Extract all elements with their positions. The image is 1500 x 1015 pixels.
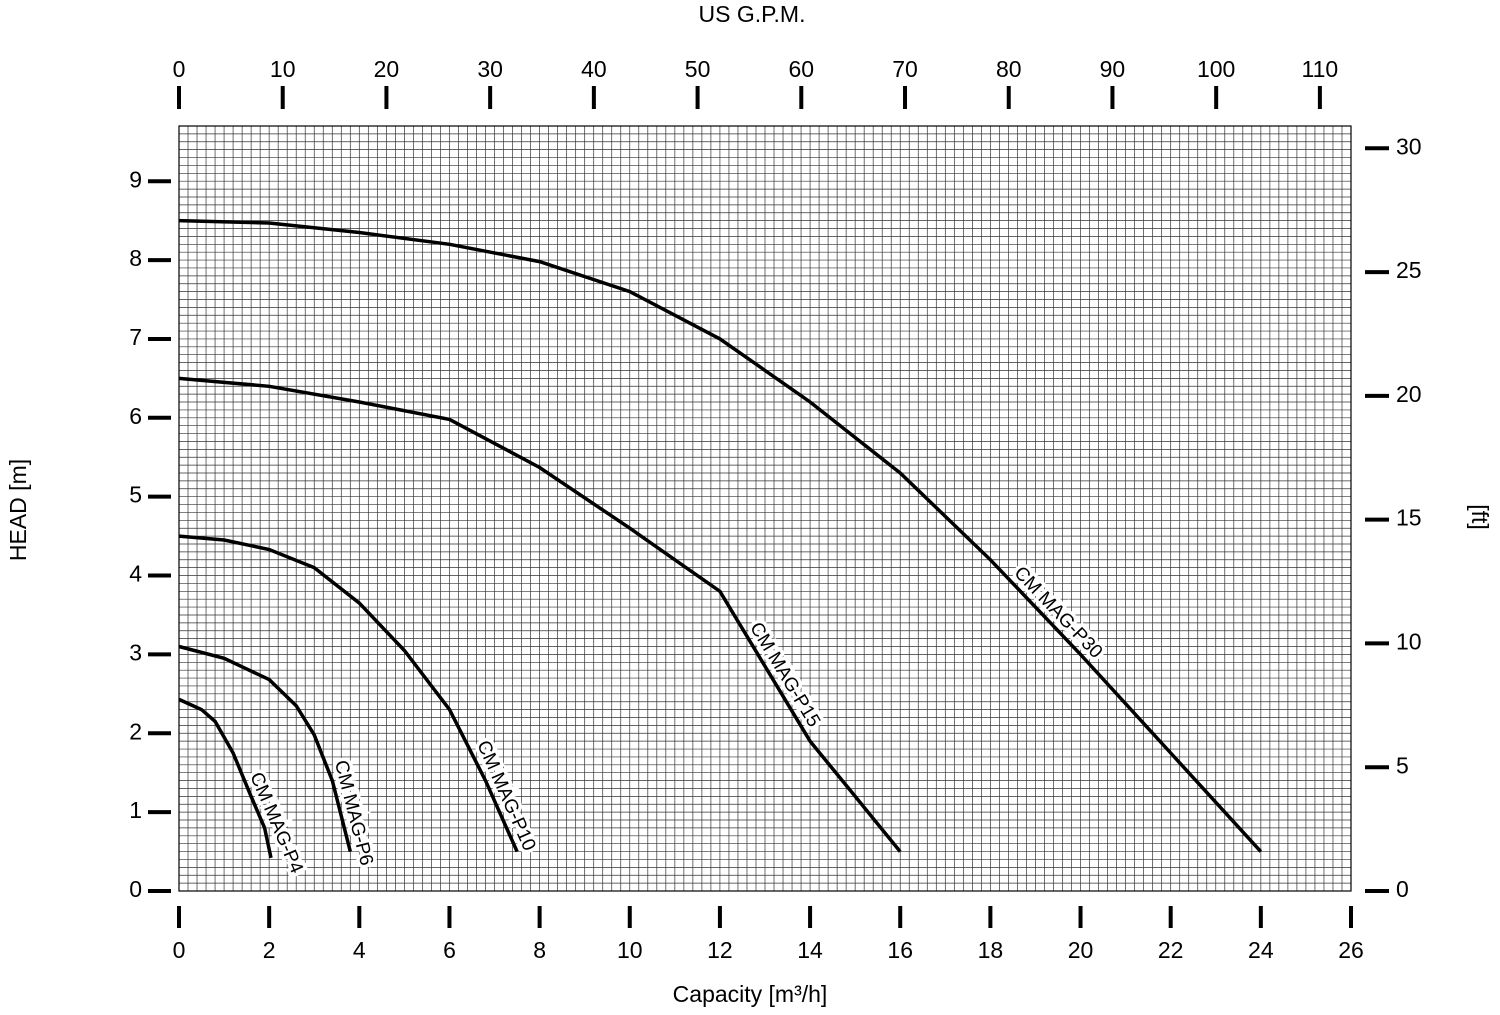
y2-tick-label: 30 [1396, 133, 1422, 159]
x2-tick-label: 60 [789, 56, 815, 82]
y2-tick-label: 25 [1396, 257, 1422, 283]
curve [178, 697, 273, 859]
x2-tick-label: 0 [173, 56, 186, 82]
curve [178, 644, 352, 853]
curve [178, 534, 519, 853]
y-tick-label: 4 [129, 561, 142, 587]
y2-tick-label: 5 [1396, 752, 1409, 778]
x-tick-label: 12 [707, 937, 733, 963]
x2-tick-label: 90 [1100, 56, 1126, 82]
y-axis-title: HEAD [m] [5, 459, 31, 561]
series-label: CM MAG-P10 [472, 738, 539, 855]
x2-tick-label: 30 [477, 56, 503, 82]
x2-tick-label: 80 [996, 56, 1022, 82]
y-tick-label: 3 [129, 639, 142, 665]
y2-tick-label: 15 [1396, 505, 1422, 531]
x2-tick-label: 10 [270, 56, 296, 82]
x-tick-label: 22 [1158, 937, 1184, 963]
x2-tick-label: 50 [685, 56, 711, 82]
x2-tick-label: 20 [374, 56, 400, 82]
x-tick-label: 24 [1248, 937, 1274, 963]
series-label: CM MAG-P4 [245, 769, 307, 877]
y-tick-label: 6 [129, 403, 142, 429]
top-axis-title: US G.P.M. [699, 1, 806, 27]
x-tick-label: 26 [1338, 937, 1364, 963]
x-tick-label: 10 [617, 937, 643, 963]
y-tick-label: 0 [129, 876, 142, 902]
y-tick-label: 8 [129, 245, 142, 271]
curve [178, 376, 902, 853]
y-tick-label: 9 [129, 166, 142, 192]
y2-tick-label: 20 [1396, 381, 1422, 407]
series-label: CM MAG-P15 [745, 619, 824, 731]
x-tick-label: 18 [978, 937, 1004, 963]
plot-frame [178, 125, 1352, 892]
y2-tick-label: 0 [1396, 876, 1409, 902]
x-tick-label: 4 [353, 937, 366, 963]
curve [178, 218, 1263, 853]
x-tick-label: 2 [263, 937, 276, 963]
x-axis-title: Capacity [m³/h] [673, 981, 828, 1007]
y-tick-label: 7 [129, 324, 142, 350]
x-tick-label: 8 [533, 937, 546, 963]
y-tick-label: 1 [129, 797, 142, 823]
y-tick-label: 5 [129, 482, 142, 508]
x-tick-label: 20 [1068, 937, 1094, 963]
x-tick-label: 6 [443, 937, 456, 963]
x-tick-label: 14 [797, 937, 823, 963]
x2-tick-label: 110 [1302, 56, 1339, 82]
x-tick-label: 16 [887, 937, 913, 963]
y2-axis-title: [ft] [1467, 504, 1493, 530]
x2-tick-label: 70 [892, 56, 918, 82]
x2-tick-label: 100 [1197, 56, 1235, 82]
x-tick-label: 0 [173, 937, 186, 963]
y2-tick-label: 10 [1396, 629, 1422, 655]
x2-tick-label: 40 [581, 56, 607, 82]
y-tick-label: 2 [129, 718, 142, 744]
series-label: CM MAG-P30 [1010, 563, 1107, 663]
